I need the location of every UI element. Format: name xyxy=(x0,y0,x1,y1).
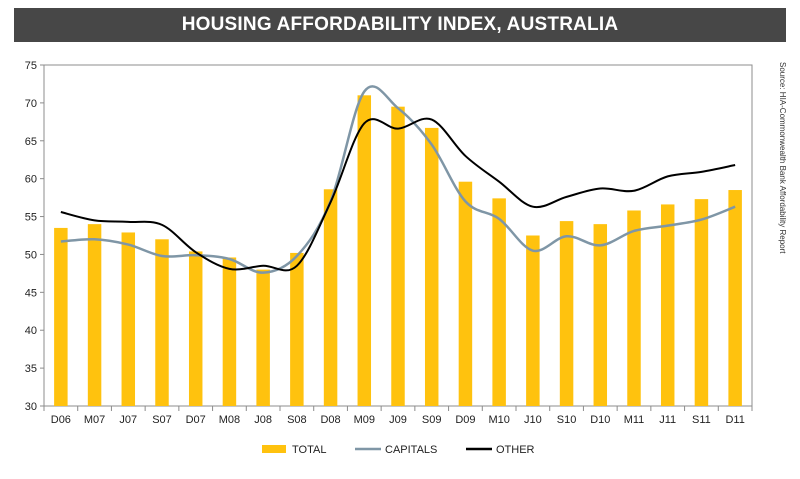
x-tick-label: M07 xyxy=(84,414,105,426)
x-tick-label: J08 xyxy=(254,414,272,426)
x-tick-label: D11 xyxy=(725,414,744,426)
x-tick-label: J11 xyxy=(659,414,676,426)
bar-m07 xyxy=(87,224,102,406)
x-tick-label: M08 xyxy=(219,414,240,426)
y-tick-label: 45 xyxy=(25,287,37,299)
x-tick-label: S07 xyxy=(152,414,172,426)
y-tick-label: 70 xyxy=(25,98,37,110)
x-tick-label: D10 xyxy=(590,414,610,426)
x-tick-label: J07 xyxy=(119,414,137,426)
x-tick-label: S10 xyxy=(557,414,577,426)
x-tick-label: J09 xyxy=(389,414,407,426)
bar-m11 xyxy=(627,210,641,406)
x-tick-label: S08 xyxy=(287,414,307,426)
bar-j07 xyxy=(121,232,136,406)
bar-j08 xyxy=(256,269,270,406)
x-tick-label: D09 xyxy=(455,414,475,426)
bar-s11 xyxy=(694,199,709,406)
legend-label-other: OTHER xyxy=(496,444,535,456)
y-tick-label: 75 xyxy=(25,60,37,72)
x-tick-label: D06 xyxy=(51,414,71,426)
y-tick-label: 35 xyxy=(25,363,37,375)
bar-s07 xyxy=(155,239,169,406)
x-tick-label: M11 xyxy=(624,414,645,426)
chart-title: HOUSING AFFORDABILITY INDEX, AUSTRALIA xyxy=(14,8,786,42)
x-tick-label: D08 xyxy=(320,414,340,426)
y-tick-label: 30 xyxy=(25,401,37,413)
y-tick-label: 55 xyxy=(25,212,37,224)
bar-j09 xyxy=(391,106,405,406)
bar-d09 xyxy=(458,181,473,406)
legend-label-capitals: CAPITALS xyxy=(385,444,437,456)
bar-d11 xyxy=(728,190,742,406)
bar-m08 xyxy=(222,257,237,406)
bar-m09 xyxy=(357,95,372,407)
x-tick-label: S11 xyxy=(692,414,711,426)
bar-j10 xyxy=(526,235,540,406)
source-note: Source: HIA-Commonwealth Bank Affordabil… xyxy=(778,62,787,254)
bar-s09 xyxy=(424,127,439,406)
bar-d06 xyxy=(54,227,68,406)
x-tick-label: D07 xyxy=(186,414,206,426)
x-tick-label: M10 xyxy=(488,414,509,426)
y-tick-label: 60 xyxy=(25,174,37,186)
x-tick-label: J10 xyxy=(524,414,542,426)
series-line-other xyxy=(60,117,736,272)
legend-swatch-total xyxy=(262,445,286,453)
bar-s08 xyxy=(290,252,304,406)
y-tick-label: 50 xyxy=(25,249,37,261)
bar-s10 xyxy=(559,221,574,406)
x-tick-label: S09 xyxy=(422,414,442,426)
y-tick-label: 65 xyxy=(25,136,37,148)
x-tick-label: M09 xyxy=(354,414,375,426)
y-tick-label: 40 xyxy=(25,325,37,337)
bar-d08 xyxy=(323,189,338,406)
bar-j11 xyxy=(660,204,675,406)
bar-d07 xyxy=(188,251,203,406)
series-line-capitals xyxy=(60,85,736,274)
bar-d10 xyxy=(593,224,608,406)
legend-label-total: TOTAL xyxy=(292,444,326,456)
bar-m10 xyxy=(492,198,506,406)
